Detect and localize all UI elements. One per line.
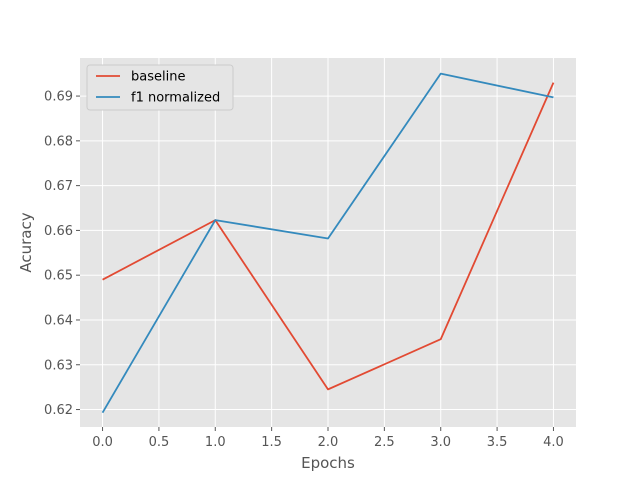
- y-tick-label: 0.65: [44, 269, 73, 284]
- y-axis-ticks: 0.62 0.63 0.64 0.65 0.66 0.67 0.68 0.69: [44, 90, 80, 418]
- y-tick-label: 0.62: [44, 403, 73, 418]
- x-tick-label: 1.0: [205, 435, 226, 450]
- x-axis-label: Epochs: [301, 454, 355, 472]
- x-tick-label: 4.0: [543, 435, 564, 450]
- x-tick-label: 1.5: [261, 435, 282, 450]
- x-tick-label: 0.0: [92, 435, 113, 450]
- y-tick-label: 0.67: [44, 179, 73, 194]
- y-tick-label: 0.64: [44, 313, 73, 328]
- x-tick-label: 3.5: [487, 435, 508, 450]
- legend: baseline f1 normalized: [86, 64, 234, 111]
- series-line-baseline: [102, 82, 555, 391]
- x-tick-label: 3.0: [430, 435, 451, 450]
- x-tick-label: 2.5: [374, 435, 395, 450]
- x-tick-label: 0.5: [149, 435, 170, 450]
- y-axis-label: Acuracy: [17, 212, 35, 272]
- legend-label-baseline: baseline: [131, 70, 185, 85]
- x-axis-ticks: 0.0 0.5 1.0 1.5 2.0 2.5 3.0 3.5 4.0: [92, 427, 564, 450]
- series-lines: [101, 72, 555, 414]
- legend-label-f1-normalized: f1 normalized: [131, 91, 220, 106]
- series-line-f1-normalized: [101, 72, 554, 414]
- y-tick-label: 0.66: [44, 224, 73, 239]
- y-tick-label: 0.69: [44, 90, 73, 105]
- legend-box: [86, 64, 234, 111]
- y-tick-label: 0.68: [44, 134, 73, 149]
- grid: [80, 58, 576, 427]
- y-tick-label: 0.63: [44, 358, 73, 373]
- x-tick-label: 2.0: [318, 435, 339, 450]
